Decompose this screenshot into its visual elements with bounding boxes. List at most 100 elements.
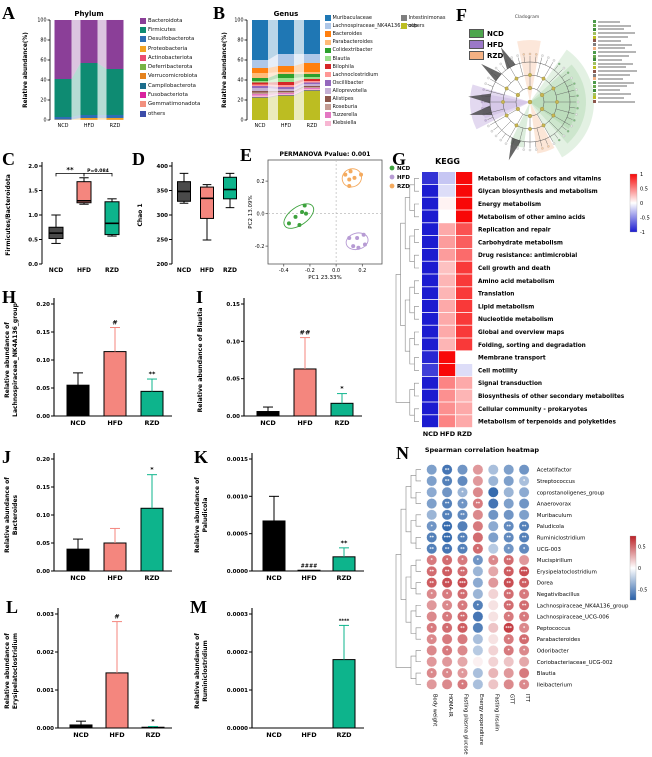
panel-ruminiclostridium: 0.0000 0.0001 0.0002 0.0003 Relative abundan… (192, 598, 380, 755)
svg-text:**: ** (149, 370, 156, 378)
heatmap-cell (439, 402, 456, 415)
legend-item: Oscillibacter (325, 79, 417, 87)
svg-text:20: 20 (237, 98, 243, 104)
panel-label-d: D (132, 149, 145, 169)
svg-text:Carbohydrate metabolism: Carbohydrate metabolism (478, 240, 563, 246)
ncd-legend-label: NCD (487, 29, 504, 38)
correlation-dot (457, 656, 468, 668)
svg-text:UCG-003: UCG-003 (537, 547, 561, 553)
stack-segment (278, 94, 294, 95)
svg-text:0.00: 0.00 (226, 414, 240, 420)
panel-genus: Genus Relative abundance(%) 0 20 40 60 80 100 NC… (213, 4, 445, 148)
heatmap-cell (456, 351, 473, 364)
stack-segment (304, 87, 320, 88)
stack-segment (252, 82, 268, 85)
svg-text:*: * (446, 614, 449, 619)
cladogram-taxa-legend-row (593, 27, 637, 32)
heatmap-cell (456, 300, 473, 312)
svg-text:2.0: 2.0 (28, 164, 38, 170)
heatmap-cell (439, 364, 456, 376)
stack-segment (304, 54, 320, 63)
svg-text:Parabacteroides: Parabacteroides (537, 637, 581, 643)
svg-text:Relative abundance of: Relative abundance of (194, 477, 201, 553)
correlation-dot (472, 577, 484, 589)
svg-text:NCD: NCD (73, 731, 89, 739)
svg-text:0.15: 0.15 (226, 302, 240, 308)
svg-text:**: ** (430, 546, 435, 551)
svg-text:**: ** (66, 166, 74, 174)
svg-text:Metabolism of cofactors and vi: Metabolism of cofactors and vitamins (478, 176, 602, 182)
correlation-dot (518, 678, 530, 690)
legend-item: Fusobacteriota (140, 90, 200, 99)
correlation-dot (441, 577, 453, 589)
svg-text:0.5: 0.5 (638, 545, 646, 551)
svg-text:0.0000: 0.0000 (227, 726, 248, 732)
heatmap-cell (456, 197, 473, 210)
heatmap-cell (439, 300, 456, 312)
lachnospiraceae-bar-chart: 0.00 0.05 0.10 0.15 0.20 Relative abundance o… (4, 298, 172, 427)
correlation-dot (518, 498, 530, 509)
svg-text:Lipid metabolism: Lipid metabolism (478, 304, 534, 310)
correlation-dot (426, 486, 438, 498)
panel-label-l: L (6, 597, 19, 617)
panel-label-b: B (213, 3, 226, 23)
svg-text:**: ** (460, 625, 465, 630)
stack-segment (252, 81, 268, 83)
legend-item: Lachnospiraceae_NK4A136_group (325, 22, 417, 30)
correlation-dot (487, 486, 499, 498)
heatmap-cell (422, 197, 439, 210)
correlation-dot (518, 554, 530, 566)
correlation-dot (426, 678, 438, 690)
svg-text:NCD: NCD (423, 430, 439, 438)
svg-text:HFD: HFD (301, 574, 317, 582)
stack-segment (252, 94, 268, 96)
correlation-dot (472, 464, 484, 476)
correlation-dot (441, 645, 453, 656)
data-point (361, 232, 366, 237)
phylum-legend: Bacteroidota Firmicutes Desulfobacterota Pr… (140, 16, 200, 118)
panel-label-e: E (240, 145, 253, 165)
svg-text:*: * (340, 385, 344, 393)
svg-text:40: 40 (237, 78, 243, 84)
svg-text:**: ** (445, 501, 450, 506)
bar-NCD (66, 548, 90, 572)
svg-text:Relative abundance of: Relative abundance of (194, 633, 201, 709)
svg-text:*: * (508, 546, 511, 551)
heatmap-cell (422, 223, 439, 236)
heatmap-cell (422, 376, 439, 389)
stack-segment (304, 84, 320, 86)
svg-text:**: ** (476, 501, 481, 506)
stack-segment (80, 118, 98, 120)
panel-label-a: A (2, 3, 15, 23)
svg-text:0.5: 0.5 (28, 238, 38, 244)
svg-text:0: 0 (240, 118, 243, 124)
svg-text:Chao 1: Chao 1 (137, 203, 144, 226)
correlation-dot (426, 656, 438, 668)
panel-label-h: H (2, 287, 17, 307)
correlation-dot (457, 532, 468, 543)
correlation-dot (457, 645, 468, 656)
svg-text:Blautia: Blautia (537, 671, 556, 677)
svg-text:RZD: RZD (105, 267, 119, 274)
panel-phylum: Phylum Relative abundance(%) 0 20 40 60 80 100 N… (6, 4, 213, 148)
correlation-dot (518, 486, 530, 498)
stack-segment (304, 74, 320, 77)
heatmap-cell (439, 210, 456, 223)
svg-text:*: * (431, 625, 434, 630)
heatmap-cell (456, 325, 473, 338)
stack-segment (252, 84, 268, 86)
svg-text:0.0000: 0.0000 (227, 569, 248, 575)
correlation-dot (487, 532, 499, 543)
correlation-dot (487, 667, 499, 679)
svg-text:-0.2: -0.2 (305, 268, 315, 274)
stack-segment (278, 78, 294, 82)
stack-segment (304, 91, 320, 120)
svg-text:Relative abundance of Blautia: Relative abundance of Blautia (197, 308, 204, 413)
heatmap-cell (422, 338, 439, 351)
correlation-dot (472, 520, 484, 532)
svg-text:0.0: 0.0 (257, 211, 265, 217)
correlation-dot (472, 633, 484, 645)
box (104, 201, 120, 236)
data-point (304, 211, 308, 216)
correlation-dot (487, 498, 499, 509)
